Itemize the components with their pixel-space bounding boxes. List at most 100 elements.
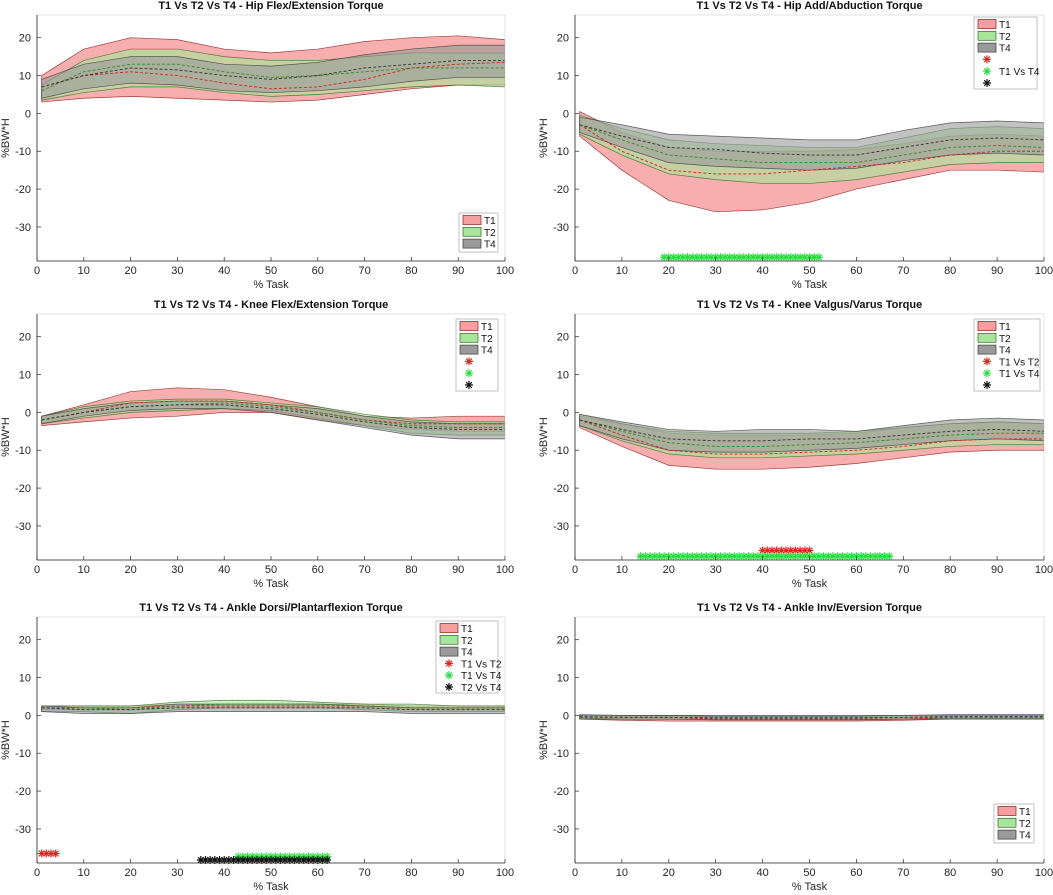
significance-marker bbox=[824, 552, 833, 561]
x-tick-label: 0 bbox=[572, 265, 578, 277]
significance-marker bbox=[290, 855, 299, 864]
significance-marker bbox=[739, 552, 748, 561]
y-axis-label: %BW*H bbox=[0, 720, 12, 760]
legend-label: T1 bbox=[461, 624, 473, 635]
legend-label: T2 bbox=[461, 636, 473, 647]
significance-marker bbox=[721, 552, 730, 561]
significance-marker bbox=[707, 253, 716, 262]
chart-title: T1 Vs T2 Vs T4 - Knee Valgus/Varus Torqu… bbox=[697, 299, 922, 311]
significance-marker bbox=[810, 552, 819, 561]
significance-marker bbox=[304, 855, 313, 864]
legend-marker bbox=[983, 55, 991, 64]
legend-swatch-T4 bbox=[977, 42, 997, 53]
y-tick-label: -10 bbox=[553, 445, 569, 457]
significance-marker bbox=[636, 552, 645, 561]
x-axis-label: % Task bbox=[792, 279, 828, 291]
significance-marker bbox=[871, 552, 880, 561]
significance-marker bbox=[243, 855, 252, 864]
significance-marker bbox=[744, 552, 753, 561]
significance-marker bbox=[238, 855, 247, 864]
significance-marker bbox=[281, 855, 290, 864]
legend-marker bbox=[983, 369, 991, 378]
mean-line-T4 bbox=[41, 707, 505, 711]
chart-panel-5: 0 10 20 30 40 50 60 70 80 90 100 -30 -20 -10 0 10 20 T1 V… bbox=[0, 602, 514, 893]
y-axis-label: %BW*H bbox=[0, 118, 12, 158]
y-tick-label: -10 bbox=[15, 748, 31, 760]
significance-marker bbox=[702, 253, 711, 262]
significance-marker bbox=[725, 552, 734, 561]
x-tick-label: 30 bbox=[710, 564, 722, 576]
legend-swatch-T1 bbox=[439, 623, 459, 633]
significance-marker bbox=[786, 253, 795, 262]
x-axis-label: % Task bbox=[253, 279, 289, 291]
bands bbox=[41, 35, 505, 103]
x-tick-label: 0 bbox=[34, 564, 40, 576]
legend-swatch-T4 bbox=[462, 238, 482, 249]
x-tick-label: 100 bbox=[496, 564, 514, 576]
mean-line-T4 bbox=[41, 59, 505, 88]
band-T4 bbox=[41, 400, 505, 440]
significance-marker bbox=[716, 253, 725, 262]
legend-label: T1 bbox=[484, 216, 496, 227]
x-tick-label: 40 bbox=[218, 564, 230, 576]
y-tick-label: -20 bbox=[15, 483, 31, 495]
significance-marker bbox=[262, 855, 271, 864]
chart-title: T1 Vs T2 Vs T4 - Knee Flex/Extension Tor… bbox=[154, 299, 389, 311]
significance-marker bbox=[721, 253, 730, 262]
x-tick-label: 30 bbox=[710, 867, 722, 879]
significance-marker bbox=[674, 253, 683, 262]
significance-marker bbox=[196, 855, 205, 864]
y-axis-label: %BW*H bbox=[538, 118, 550, 158]
significance-marker bbox=[796, 253, 805, 262]
x-tick-label: 90 bbox=[452, 265, 464, 277]
y-tick-label: -20 bbox=[553, 483, 569, 495]
y-tick-label: 10 bbox=[557, 673, 569, 685]
chart-title: T1 Vs T2 Vs T4 - Hip Add/Abduction Torqu… bbox=[696, 0, 922, 12]
significance-marker bbox=[805, 546, 814, 555]
y-tick-label: 10 bbox=[557, 370, 569, 382]
legend-marker bbox=[983, 67, 991, 76]
significance-marker bbox=[880, 552, 889, 561]
y-tick-label: 0 bbox=[563, 710, 569, 722]
significance-marker bbox=[271, 855, 280, 864]
legend-swatch-T1 bbox=[459, 321, 479, 331]
y-tick-label: 10 bbox=[19, 370, 31, 382]
significance-marker bbox=[749, 253, 758, 262]
legend-swatch-T2 bbox=[459, 332, 479, 343]
mean-line-T2 bbox=[41, 402, 505, 428]
x-tick-label: 50 bbox=[803, 564, 815, 576]
y-tick-label: -20 bbox=[553, 184, 569, 196]
significance-marker bbox=[683, 552, 692, 561]
significance-marker bbox=[257, 855, 266, 864]
significance-marker bbox=[819, 552, 828, 561]
legend-label: T2 bbox=[1019, 819, 1031, 830]
significance-marker bbox=[692, 552, 701, 561]
significance-marker bbox=[744, 253, 753, 262]
legend-swatch-T4 bbox=[439, 646, 459, 657]
y-tick-label: 20 bbox=[557, 332, 569, 344]
significance-marker bbox=[669, 253, 678, 262]
x-tick-label: 80 bbox=[405, 564, 417, 576]
legend-swatch-T1 bbox=[462, 215, 482, 225]
x-tick-label: 20 bbox=[124, 265, 136, 277]
x-axis-label: % Task bbox=[792, 881, 828, 893]
significance-marker bbox=[847, 552, 856, 561]
mean-line-T2 bbox=[579, 419, 1044, 447]
mean-line-T4 bbox=[579, 716, 1044, 719]
significance-marker bbox=[42, 849, 51, 858]
bands bbox=[579, 413, 1044, 470]
significance-marker bbox=[782, 546, 791, 555]
x-tick-label: 60 bbox=[850, 867, 862, 879]
chart-panel-4: 0 10 20 30 40 50 60 70 80 90 100 -30 -20 -10 0 10 20 T1 V… bbox=[538, 299, 1053, 590]
legend-swatch-T2 bbox=[439, 634, 459, 645]
significance-marker bbox=[678, 552, 687, 561]
x-tick-label: 100 bbox=[496, 867, 514, 879]
y-tick-label: 20 bbox=[19, 635, 31, 647]
x-tick-label: 30 bbox=[171, 564, 183, 576]
significance-marker bbox=[777, 552, 786, 561]
legend-marker bbox=[983, 357, 991, 366]
y-axis-label: %BW*H bbox=[0, 417, 12, 457]
legend-label: T2 bbox=[484, 228, 496, 239]
mean-line-T2 bbox=[579, 124, 1044, 164]
